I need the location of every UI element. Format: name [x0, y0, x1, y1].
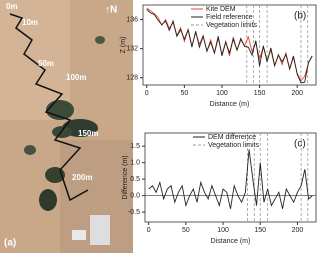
- legend-label: Vegetation limits: [208, 142, 259, 149]
- series-line: [146, 9, 313, 84]
- y-tick-label: 132: [126, 45, 138, 52]
- panel-label: (b): [294, 11, 306, 22]
- y-tick-label: 1.0: [130, 160, 140, 167]
- x-tick-label: 50: [182, 227, 190, 234]
- legend-label: DEM difference: [208, 134, 256, 141]
- x-tick-label: 0: [145, 90, 149, 97]
- x-tick-label: 100: [217, 227, 229, 234]
- north-arrow: ↑N: [105, 5, 117, 16]
- legend-label: Field reference: [206, 14, 253, 21]
- distance-label: 50m: [38, 59, 54, 68]
- distance-label: 10m: [22, 18, 38, 27]
- x-tick-label: 150: [254, 227, 266, 234]
- distance-label: 0m: [6, 2, 18, 11]
- x-tick-label: 150: [254, 90, 266, 97]
- y-tick-label: 136: [126, 16, 138, 23]
- y-axis-title: Z (m): [120, 37, 127, 54]
- x-axis-title: Distance (m): [210, 101, 250, 108]
- x-axis-title: Distance (m): [211, 238, 251, 245]
- x-tick-label: 200: [292, 227, 304, 234]
- y-tick-label: 0.5: [130, 176, 140, 183]
- y-tick-label: 128: [126, 75, 138, 82]
- series-line: [148, 149, 313, 209]
- y-tick-label: 0.0: [130, 192, 140, 199]
- y-tick-label: -0.5: [128, 209, 140, 216]
- y-tick-label: 1.5: [130, 143, 140, 150]
- legend-label: Kite DEM: [206, 6, 236, 13]
- x-tick-label: 100: [216, 90, 228, 97]
- plot-area: [142, 4, 317, 86]
- distance-label: 200m: [72, 173, 92, 182]
- x-tick-label: 200: [291, 90, 303, 97]
- aerial-image: 0m 10m 50m 100m 150m 200m ↑N (a): [0, 0, 133, 253]
- panel-label: (c): [294, 139, 306, 150]
- distance-label: 150m: [78, 129, 98, 138]
- x-tick-label: 50: [180, 90, 188, 97]
- x-tick-label: 0: [147, 227, 151, 234]
- legend-label: Vegetation limits: [206, 22, 257, 29]
- distance-label: 100m: [66, 73, 86, 82]
- y-axis-title: Difference (m): [122, 155, 129, 199]
- plot-area: [144, 132, 317, 223]
- panel-label: (a): [4, 238, 16, 249]
